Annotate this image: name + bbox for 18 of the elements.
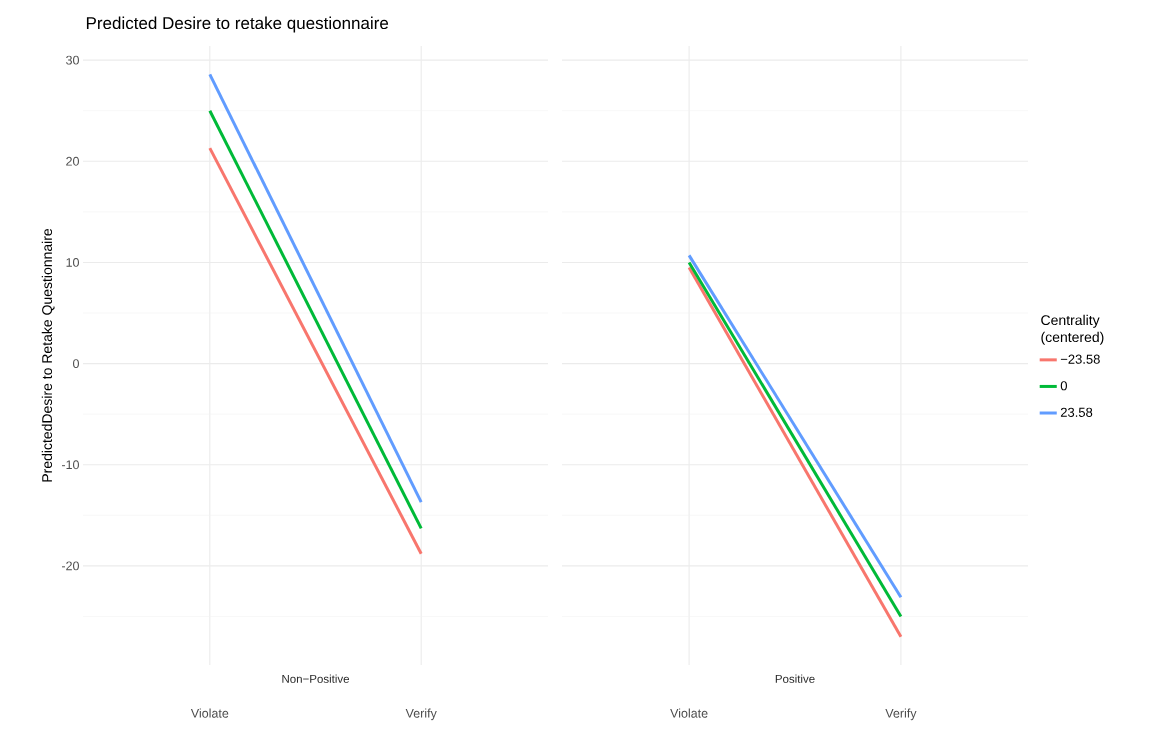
x-tick-label: Violate <box>190 708 229 718</box>
y-tick-label: -20 <box>61 561 79 571</box>
y-tick-label: 30 <box>66 55 79 65</box>
legend-label: 23.58 <box>1060 407 1093 417</box>
y-tick-label: 0 <box>73 359 79 369</box>
y-tick-label: 20 <box>66 156 79 166</box>
y-axis-title: PredictedDesire to Retake Questionnaire <box>41 228 55 482</box>
x-tick-label: Verify <box>405 708 437 721</box>
y-tick-label: -10 <box>61 460 79 470</box>
x-axis-title: Positive <box>775 674 815 683</box>
x-axis-title: Non−Positive <box>282 674 350 683</box>
y-tick-label: 10 <box>66 258 79 267</box>
legend-label: −23.58 <box>1060 354 1100 364</box>
legend-label: 0 <box>1060 381 1067 391</box>
chart-title: Predicted Desire to retake questionnaire <box>86 16 389 33</box>
legend-title: Centrality (centered) <box>1041 314 1104 345</box>
x-tick-label: Violate <box>670 708 708 718</box>
x-tick-label: Verify <box>885 708 917 721</box>
